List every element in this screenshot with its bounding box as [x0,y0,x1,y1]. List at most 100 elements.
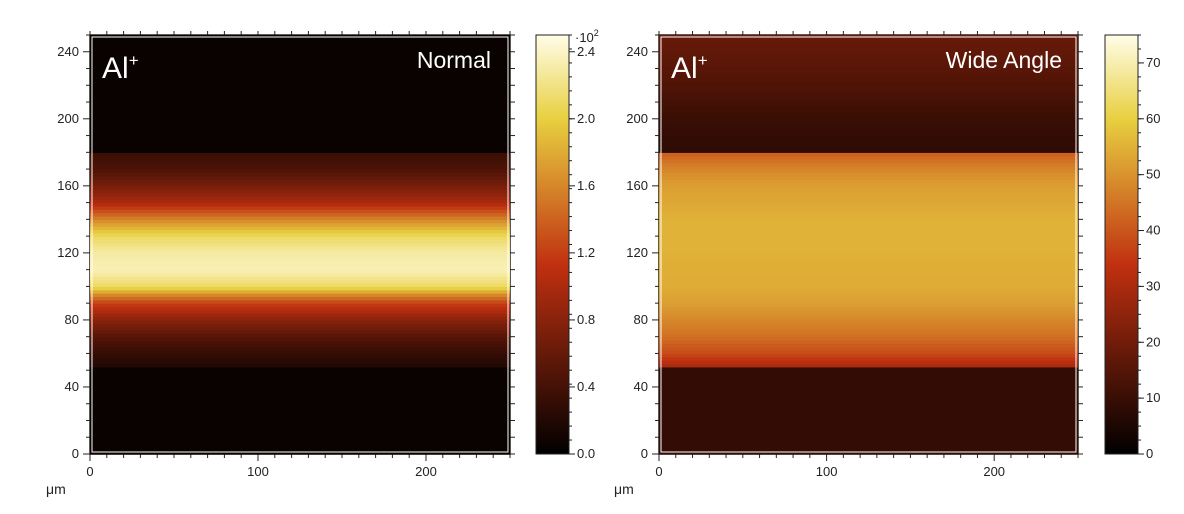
map-band [90,350,510,355]
map-band [90,437,510,442]
map-band [659,343,1078,348]
colorbar-tick-label: 1.6 [577,178,595,193]
map-band [659,81,1078,86]
map-band [90,138,510,143]
x-tick-label: 0 [655,464,662,479]
map-band [90,283,510,287]
y-tick-label: 80 [634,312,648,327]
map-band [90,165,510,170]
map-band [90,279,510,284]
map-band [659,212,1078,217]
map-band [659,91,1078,96]
colorbar-tick-label: 30 [1146,278,1160,293]
map-band [90,427,510,432]
colorbar-tick-label: 0.4 [577,379,595,394]
map-band [90,410,510,415]
map-band [659,192,1078,197]
ion-label: Al+ [671,51,708,85]
map-band [90,353,510,358]
map-band [90,105,510,110]
map-band [659,95,1078,100]
map-band [659,393,1078,398]
map-band [659,440,1078,445]
map-band [90,71,510,76]
map-band [659,48,1078,53]
intensity-map [659,35,1078,455]
map-band [90,239,510,244]
colorbar-tick-label: 70 [1146,55,1160,70]
map-band [659,189,1078,194]
colorbar-gradient [535,34,570,455]
map-band [659,128,1078,133]
map-band [659,403,1078,408]
map-band [659,105,1078,110]
map-band [90,252,510,257]
map-band [659,195,1078,200]
map-band [659,430,1078,435]
colorbar-tick-label: 10 [1146,390,1160,405]
map-band [90,340,510,344]
map-band [659,410,1078,415]
map-band [90,185,510,190]
map-band [659,239,1078,244]
colorbar-tick-label: 60 [1146,111,1160,126]
map-band [90,38,510,43]
map-band [90,346,510,351]
map-band [659,138,1078,143]
map-band [90,373,510,378]
plot-inner-frame [660,36,1077,453]
map-band [659,152,1078,157]
map-band [659,162,1078,167]
colorbar-tick-label: 0.0 [577,446,595,461]
map-band [90,199,510,204]
map-band [90,329,510,334]
map-band [659,407,1078,412]
map-band [90,249,510,254]
y-tick-label: 200 [626,111,648,126]
ion-label: Al+ [102,51,139,85]
mode-label: Wide Angle [946,47,1062,73]
map-band [90,293,510,298]
map-band [659,199,1078,204]
map-band [90,407,510,412]
map-band [659,427,1078,432]
x-unit-label: μm [614,481,634,497]
map-band [659,115,1078,120]
map-band [90,272,510,277]
map-band [659,98,1078,103]
map-band [90,303,510,308]
map-band [659,125,1078,130]
map-band [90,286,510,291]
map-band [90,155,510,160]
map-band [659,423,1078,428]
map-band [90,78,510,83]
map-band [90,319,510,324]
map-band [659,216,1078,220]
map-band [90,162,510,167]
map-band [659,175,1078,180]
map-band [90,393,510,398]
map-band [90,430,510,435]
panel-normal: 0 100 200 0 40 80 120 160 200 240 Al+ Normal μm 0… [46,28,599,497]
map-band [90,65,510,70]
map-band [90,420,510,425]
colorbar-tick-label: 40 [1146,223,1160,238]
map-band [659,397,1078,401]
map-band [90,366,510,371]
map-band [659,350,1078,355]
map-band [659,259,1078,264]
map-band [659,135,1078,140]
colorbar-tick-label: 1.2 [577,245,595,260]
map-band [90,145,510,150]
map-band [90,91,510,96]
map-band [90,192,510,197]
map-band [659,179,1078,184]
map-band [659,58,1078,63]
map-band [90,400,510,405]
map-band [90,115,510,120]
map-band [90,306,510,311]
map-band [659,88,1078,93]
colorbar: 0.0 0.4 0.8 1.2 1.6 2.0 2.4 [535,34,595,461]
map-band [659,329,1078,334]
